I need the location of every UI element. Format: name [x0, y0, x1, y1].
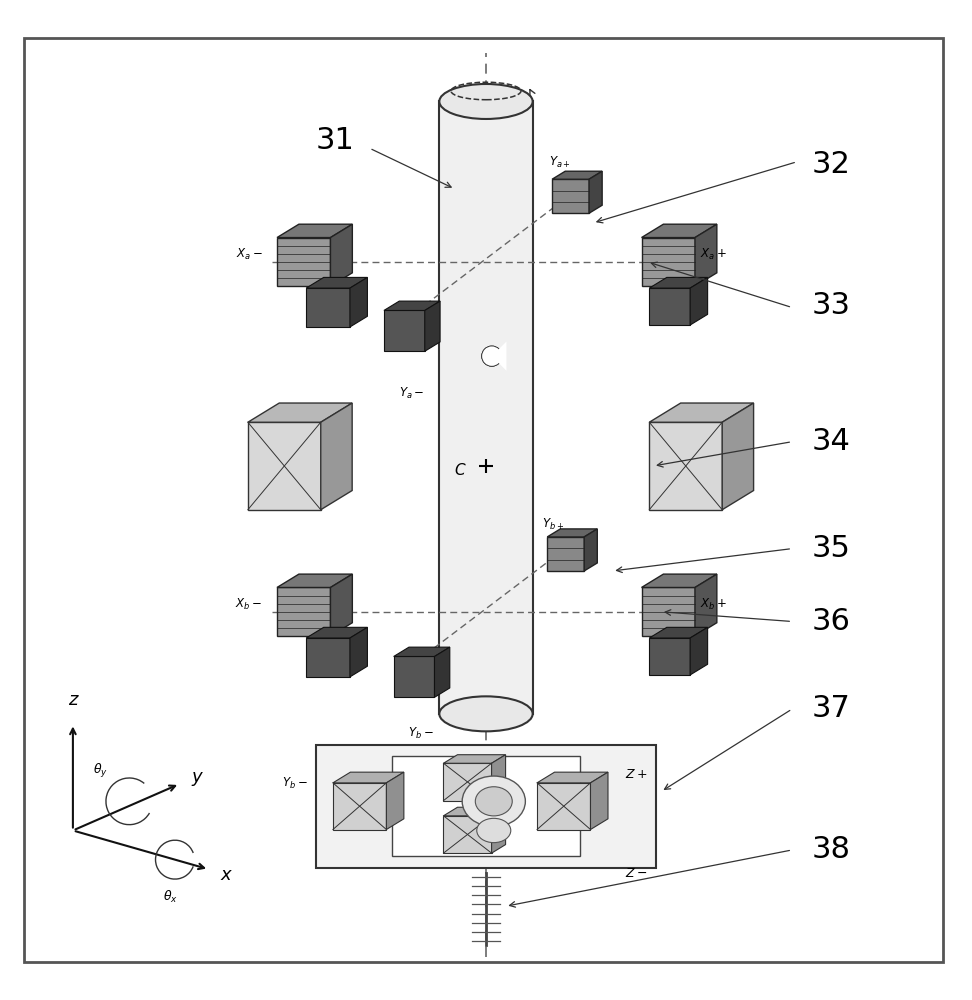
Ellipse shape [476, 818, 511, 843]
Polygon shape [695, 224, 717, 286]
Polygon shape [695, 574, 717, 636]
Polygon shape [394, 656, 434, 697]
Polygon shape [584, 529, 597, 571]
Text: 34: 34 [812, 427, 850, 456]
Polygon shape [642, 238, 695, 286]
Text: 31: 31 [316, 126, 355, 155]
Polygon shape [722, 403, 753, 510]
Polygon shape [443, 816, 492, 853]
Polygon shape [306, 638, 350, 677]
Ellipse shape [475, 787, 512, 816]
Polygon shape [649, 403, 753, 422]
Text: 38: 38 [812, 835, 850, 864]
Text: y: y [191, 768, 202, 786]
Text: $Z+$: $Z+$ [626, 768, 648, 781]
Text: 33: 33 [812, 291, 850, 320]
Polygon shape [537, 772, 608, 783]
Text: $Y_{a+}$: $Y_{a+}$ [549, 154, 571, 170]
Polygon shape [439, 101, 533, 714]
Text: $\theta_x$: $\theta_x$ [162, 889, 178, 905]
Ellipse shape [482, 346, 502, 366]
Polygon shape [537, 783, 591, 830]
Polygon shape [277, 587, 330, 636]
Ellipse shape [463, 776, 525, 827]
Text: $Z-$: $Z-$ [626, 867, 648, 880]
Polygon shape [642, 574, 717, 587]
Polygon shape [387, 772, 404, 830]
Polygon shape [443, 807, 505, 816]
Text: C: C [454, 463, 465, 478]
Polygon shape [332, 772, 404, 783]
Polygon shape [649, 288, 690, 325]
Text: $\theta_y$: $\theta_y$ [92, 762, 108, 780]
Text: z: z [68, 691, 78, 709]
Text: 35: 35 [812, 534, 850, 563]
Polygon shape [649, 277, 708, 288]
Text: 36: 36 [812, 607, 850, 636]
Polygon shape [384, 310, 425, 351]
Polygon shape [277, 574, 353, 587]
Bar [393, 756, 579, 856]
Polygon shape [394, 647, 450, 656]
Ellipse shape [439, 696, 533, 731]
Polygon shape [690, 627, 708, 675]
Polygon shape [443, 755, 505, 763]
Polygon shape [306, 288, 350, 327]
Text: x: x [221, 866, 231, 884]
Text: $Y_b-$: $Y_b-$ [408, 726, 434, 741]
Polygon shape [277, 224, 353, 238]
Text: $X_a+$: $X_a+$ [700, 247, 727, 262]
Polygon shape [350, 277, 367, 327]
Polygon shape [552, 171, 603, 179]
Polygon shape [649, 627, 708, 638]
Text: 32: 32 [812, 150, 850, 179]
Polygon shape [277, 238, 330, 286]
Polygon shape [642, 587, 695, 636]
Polygon shape [332, 783, 387, 830]
Text: $Y_b-$: $Y_b-$ [282, 776, 307, 791]
Text: $X_b-$: $X_b-$ [235, 596, 262, 612]
Polygon shape [384, 301, 440, 310]
Text: $Y_{b+}$: $Y_{b+}$ [542, 517, 565, 532]
Polygon shape [547, 529, 597, 537]
Bar [316, 745, 656, 868]
Polygon shape [649, 422, 722, 510]
Polygon shape [434, 647, 450, 697]
Text: 37: 37 [812, 694, 850, 723]
Polygon shape [350, 627, 367, 677]
Polygon shape [649, 638, 690, 675]
Text: $X_a-$: $X_a-$ [235, 247, 262, 262]
Polygon shape [552, 179, 589, 213]
Ellipse shape [482, 346, 502, 366]
Polygon shape [642, 224, 717, 238]
Polygon shape [492, 755, 505, 801]
Polygon shape [248, 422, 321, 510]
Polygon shape [330, 574, 353, 636]
Text: $Y_a-$: $Y_a-$ [399, 386, 424, 401]
Ellipse shape [439, 84, 533, 119]
Polygon shape [443, 763, 492, 801]
Polygon shape [306, 627, 367, 638]
Polygon shape [321, 403, 352, 510]
Polygon shape [492, 807, 505, 853]
Polygon shape [492, 342, 506, 371]
Text: $X_b+$: $X_b+$ [700, 596, 727, 612]
Polygon shape [306, 277, 367, 288]
Polygon shape [330, 224, 353, 286]
Ellipse shape [482, 346, 502, 366]
Polygon shape [547, 537, 584, 571]
Polygon shape [248, 403, 352, 422]
Polygon shape [425, 301, 440, 351]
Polygon shape [589, 171, 603, 213]
Polygon shape [690, 277, 708, 325]
Polygon shape [591, 772, 608, 830]
